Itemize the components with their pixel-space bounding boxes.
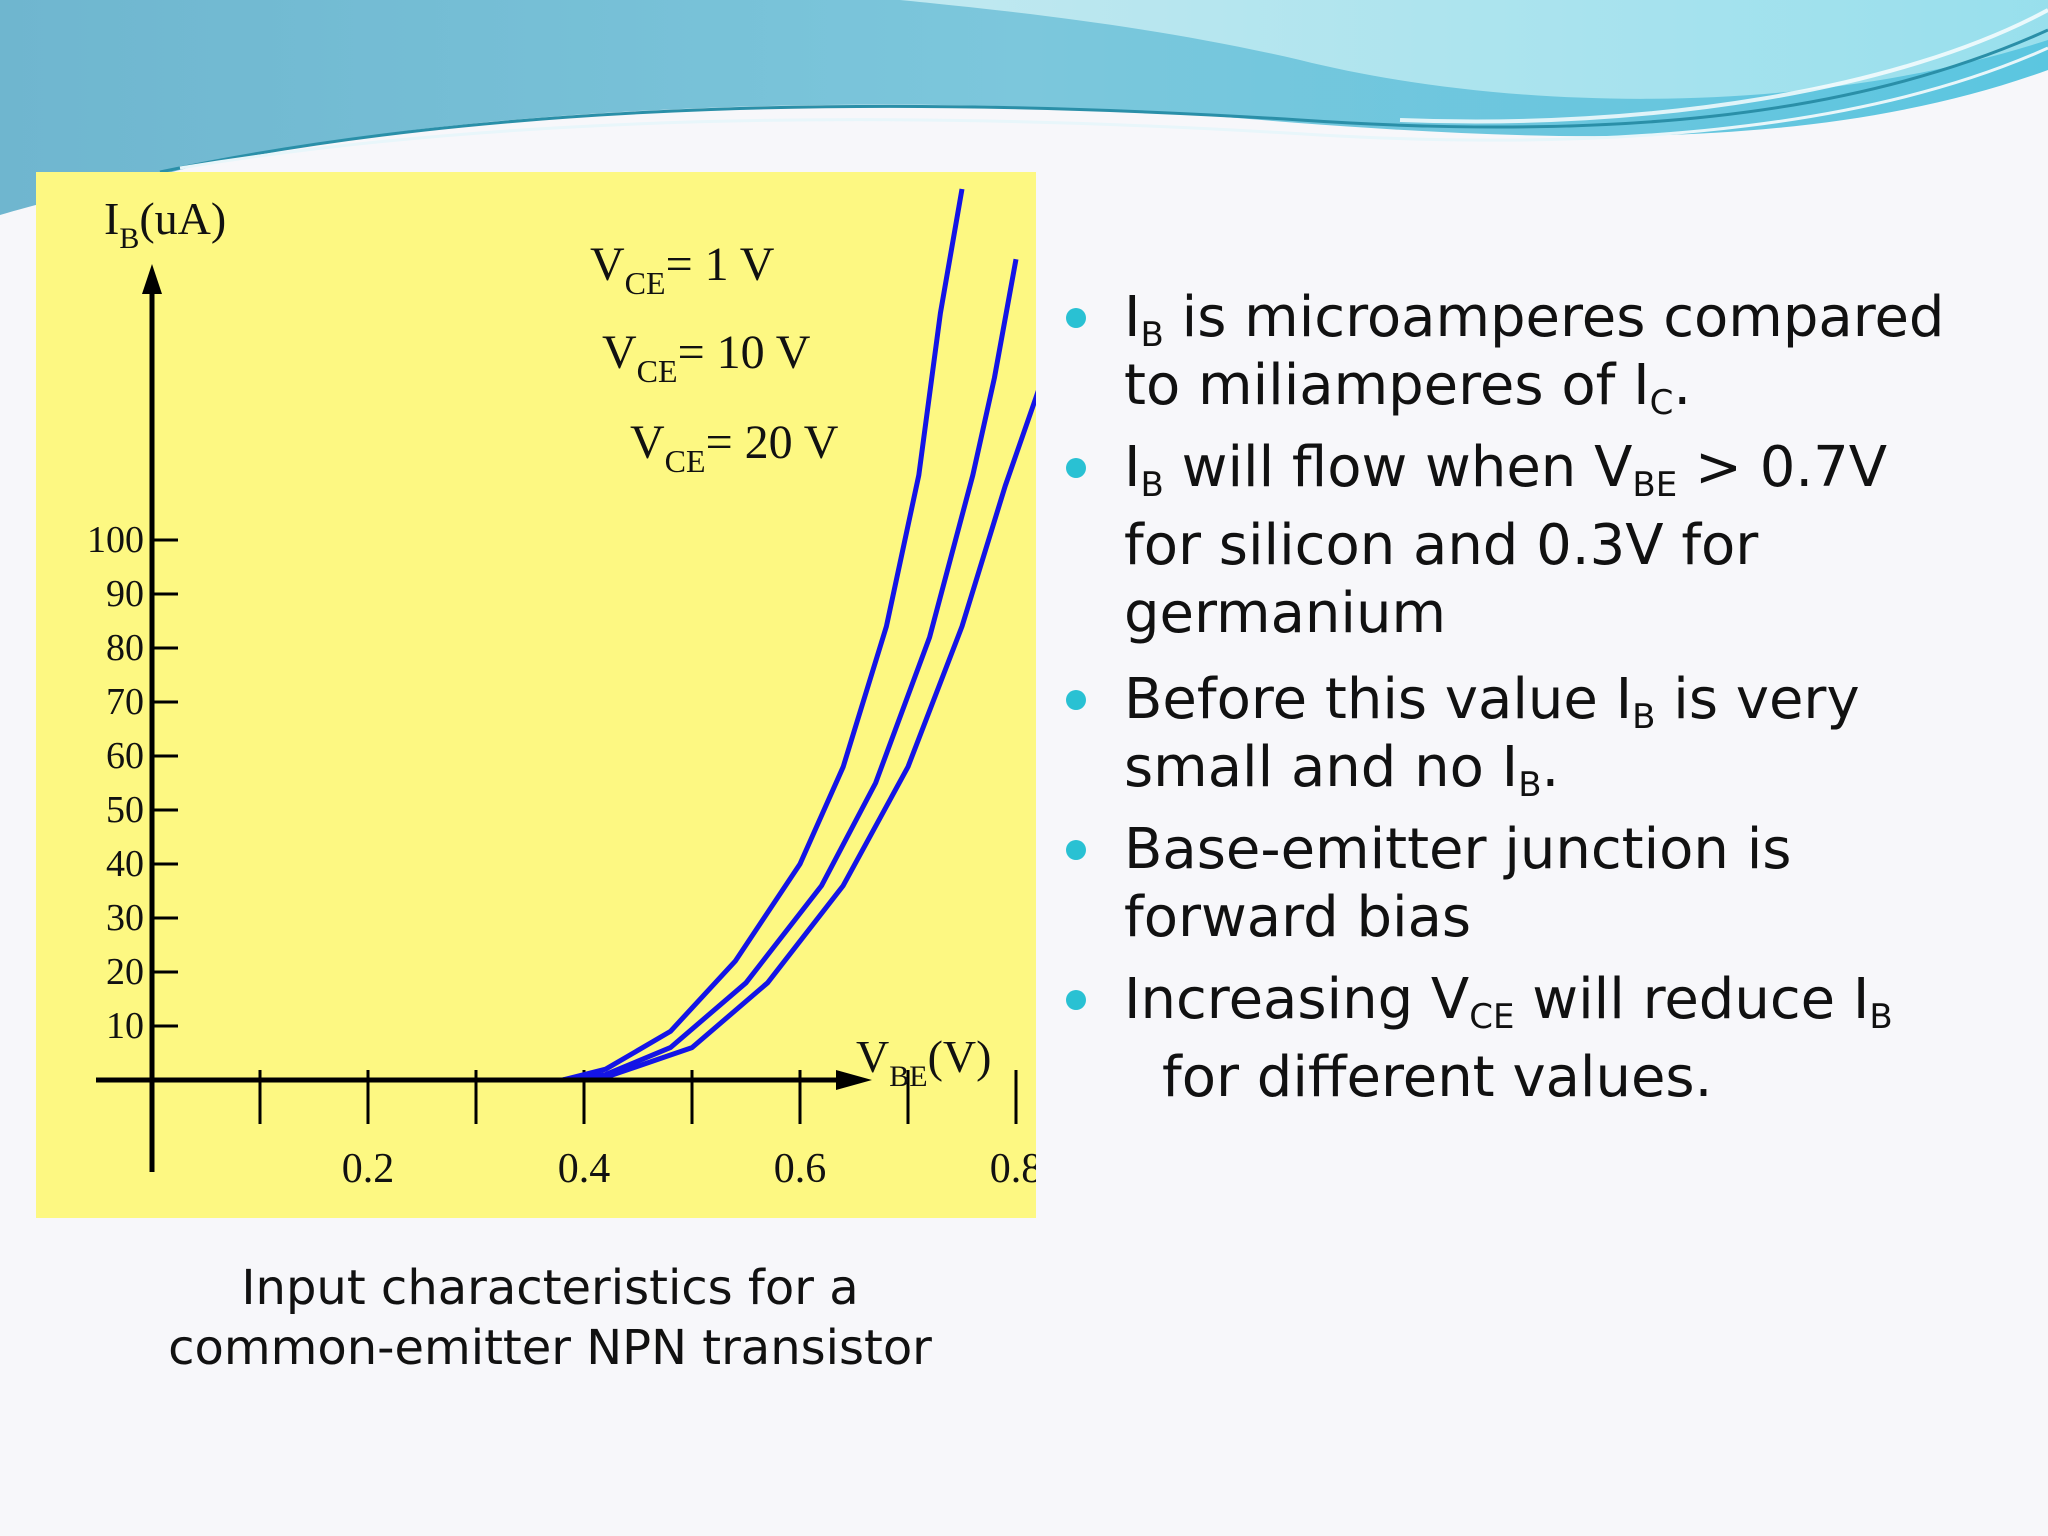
x-axis-label: VBE(V) xyxy=(856,1031,991,1093)
header-wave-decoration xyxy=(0,0,2048,215)
bullet-dot-icon xyxy=(1066,690,1086,710)
x-axis-arrow xyxy=(836,1070,872,1090)
chart-caption: Input characteristics for a common-emitt… xyxy=(36,1258,1064,1378)
x-tick-label: 0.8 xyxy=(990,1146,1036,1192)
bullet-dot-icon xyxy=(1066,990,1086,1010)
series-label-vce-1: VCE= 1 V xyxy=(590,238,775,301)
series-curve-1 xyxy=(152,258,1019,1083)
y-tick-label: 90 xyxy=(106,573,144,615)
y-axis-label: IB(uA) xyxy=(104,193,226,255)
x-tick-label: 0.4 xyxy=(558,1146,611,1192)
y-tick-label: 20 xyxy=(106,951,144,993)
series-curve-0 xyxy=(152,188,965,1083)
y-tick-label: 70 xyxy=(106,681,144,723)
y-tick-label: 80 xyxy=(106,627,144,669)
y-tick-label: 50 xyxy=(106,789,144,831)
caption-line-1: Input characteristics for a xyxy=(241,1260,859,1316)
y-axis-arrow xyxy=(142,264,162,294)
bullet-list: IB is microamperes compared to miliamper… xyxy=(1056,284,2026,1126)
series-label-vce-20: VCE= 20 V xyxy=(630,416,839,479)
y-tick-label: 10 xyxy=(106,1005,144,1047)
bullet-item: Base-emitter junction is forward bias xyxy=(1056,816,2026,952)
y-tick-label: 60 xyxy=(106,735,144,777)
y-tick-label: 40 xyxy=(106,843,144,885)
bullet-dot-icon xyxy=(1066,308,1086,328)
y-tick-label: 30 xyxy=(106,897,144,939)
bullet-item: IB is microamperes compared to miliamper… xyxy=(1056,284,2026,420)
x-tick-label: 0.2 xyxy=(342,1146,395,1192)
bullet-item: Increasing VCE will reduce IB for differ… xyxy=(1056,966,2026,1112)
bullet-dot-icon xyxy=(1066,458,1086,478)
bullet-dot-icon xyxy=(1066,840,1086,860)
caption-line-2: common-emitter NPN transistor xyxy=(168,1320,932,1376)
bullet-item: IB will flow when VBE > 0.7V for silicon… xyxy=(1056,434,2026,648)
bullet-item: Before this value IB is very small and n… xyxy=(1056,666,2026,802)
series-label-vce-10: VCE= 10 V xyxy=(602,326,811,389)
y-tick-label: 100 xyxy=(87,519,144,561)
x-tick-label: 0.6 xyxy=(774,1146,827,1192)
series-curve-2 xyxy=(152,389,1036,1083)
